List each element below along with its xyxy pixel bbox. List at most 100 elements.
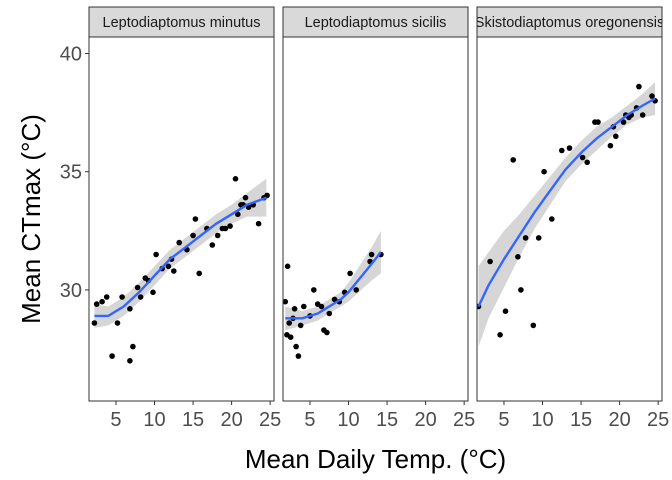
x-tick-label: 5 xyxy=(304,409,315,431)
data-point xyxy=(324,329,330,336)
panel-border xyxy=(282,36,469,402)
plot-content xyxy=(91,176,270,364)
data-point xyxy=(579,154,586,161)
facet-strip xyxy=(88,6,275,38)
y-tick-label: 35 xyxy=(60,162,82,184)
data-point xyxy=(99,298,105,305)
x-tick-label: 10 xyxy=(337,409,359,431)
data-point xyxy=(287,334,294,341)
data-point xyxy=(286,320,293,326)
data-point xyxy=(518,287,524,293)
data-point xyxy=(150,289,156,296)
data-point xyxy=(535,235,542,241)
y-tick-label: 40 xyxy=(60,44,82,66)
x-tick-label: 20 xyxy=(608,409,630,431)
x-tick-label: 25 xyxy=(647,409,669,431)
fit-line xyxy=(94,196,267,318)
data-point xyxy=(318,303,325,310)
data-point xyxy=(541,168,547,175)
data-point xyxy=(235,211,241,218)
data-point xyxy=(326,310,333,317)
data-point xyxy=(114,320,121,326)
x-tick-label: 10 xyxy=(531,409,553,431)
data-point xyxy=(227,223,233,229)
data-point xyxy=(176,239,182,246)
confidence-band xyxy=(94,178,267,328)
data-point xyxy=(171,268,177,274)
data-point xyxy=(293,343,299,350)
data-point xyxy=(295,353,302,359)
x-axis-panel-3: 5 10 15 20 25 xyxy=(498,401,669,431)
data-point xyxy=(283,298,289,305)
data-point xyxy=(119,294,125,300)
data-point xyxy=(515,253,521,260)
x-axis-panel-2: 5 10 15 20 25 xyxy=(304,401,475,431)
facet-panel-3: Skistodiaptomus oregonensis 5 10 15 20 25 xyxy=(475,6,669,431)
x-tick-label: 10 xyxy=(143,409,165,431)
facet-panel-2: Leptodiaptomus sicilis 5 10 15 20 25 xyxy=(282,6,475,431)
data-point xyxy=(127,358,133,364)
data-point xyxy=(566,145,573,151)
data-point xyxy=(559,147,565,154)
data-point xyxy=(190,232,196,239)
data-point xyxy=(368,251,375,258)
y-axis: 30 35 40 xyxy=(60,44,89,302)
data-point xyxy=(347,270,353,277)
data-point xyxy=(137,294,144,300)
data-point xyxy=(91,320,98,326)
data-point xyxy=(301,303,307,310)
x-tick-label: 25 xyxy=(453,409,475,431)
data-point xyxy=(153,251,159,258)
data-point xyxy=(109,353,115,359)
fit-line xyxy=(477,97,656,308)
data-point xyxy=(487,258,493,265)
fit-line xyxy=(285,251,382,320)
data-point xyxy=(549,216,555,222)
data-point xyxy=(502,308,509,315)
data-point xyxy=(649,93,655,99)
plot-content xyxy=(283,230,384,359)
data-point xyxy=(620,119,627,125)
x-tick-label: 20 xyxy=(414,409,436,431)
x-axis-panel-1: 5 10 15 20 25 xyxy=(110,401,281,431)
data-point xyxy=(134,284,141,291)
data-point xyxy=(636,83,642,90)
data-point xyxy=(232,176,239,182)
facet-strip-label: Leptodiaptomus minutus xyxy=(103,15,261,31)
plot-background xyxy=(89,37,274,401)
data-point xyxy=(522,235,529,241)
x-tick-label: 20 xyxy=(220,409,242,431)
x-tick-label: 5 xyxy=(498,409,509,431)
data-point xyxy=(242,194,249,201)
facet-strip xyxy=(282,6,469,38)
panel-border xyxy=(476,36,663,402)
data-point xyxy=(192,216,199,222)
data-point xyxy=(607,142,614,149)
data-point xyxy=(510,157,516,163)
x-tick-label: 15 xyxy=(376,409,398,431)
x-axis-title: Mean Daily Temp. (°C) xyxy=(245,444,506,474)
data-point xyxy=(613,133,619,140)
data-point xyxy=(130,343,136,350)
y-axis-title: Mean CTmax (°C) xyxy=(16,114,46,324)
facet-strip-label: Skistodiaptomus oregonensis xyxy=(475,15,664,31)
x-tick-label: 15 xyxy=(182,409,204,431)
data-point xyxy=(93,301,100,307)
data-point xyxy=(291,306,298,312)
data-point xyxy=(127,306,133,312)
data-point xyxy=(311,287,317,293)
data-point xyxy=(497,332,503,338)
y-tick-label: 30 xyxy=(60,280,82,302)
data-point xyxy=(639,112,646,118)
plot-background xyxy=(283,37,468,401)
data-point xyxy=(353,287,360,293)
data-point xyxy=(297,322,304,329)
data-point xyxy=(255,220,262,227)
plot-background xyxy=(477,37,662,401)
data-point xyxy=(209,242,216,248)
data-point xyxy=(331,296,338,303)
plot-content xyxy=(477,81,658,347)
facet-panel-1: Leptodiaptomus minutus 5 10 15 20 25 xyxy=(88,6,281,431)
